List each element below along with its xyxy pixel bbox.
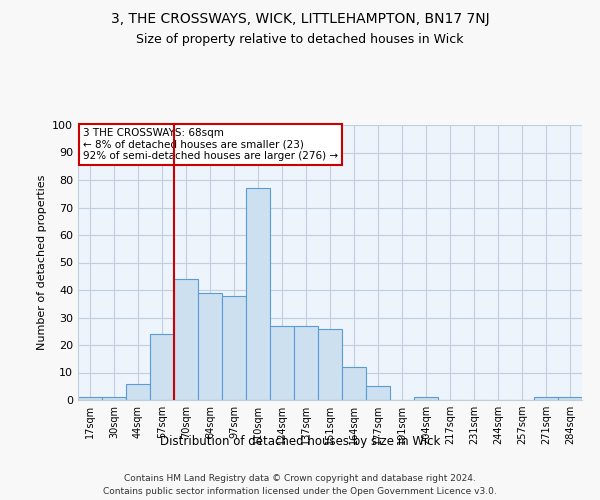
Bar	[414, 397, 438, 400]
Text: 3 THE CROSSWAYS: 68sqm
← 8% of detached houses are smaller (23)
92% of semi-deta: 3 THE CROSSWAYS: 68sqm ← 8% of detached …	[83, 128, 338, 161]
Bar	[342, 367, 366, 400]
Bar	[174, 279, 198, 400]
Bar	[294, 326, 318, 400]
Text: 3, THE CROSSWAYS, WICK, LITTLEHAMPTON, BN17 7NJ: 3, THE CROSSWAYS, WICK, LITTLEHAMPTON, B…	[110, 12, 490, 26]
Bar	[534, 397, 558, 400]
Bar	[246, 188, 270, 400]
Bar	[270, 326, 294, 400]
Bar	[126, 384, 150, 400]
Text: Contains public sector information licensed under the Open Government Licence v3: Contains public sector information licen…	[103, 487, 497, 496]
Text: Contains HM Land Registry data © Crown copyright and database right 2024.: Contains HM Land Registry data © Crown c…	[124, 474, 476, 483]
Bar	[102, 397, 126, 400]
Bar	[78, 397, 102, 400]
Text: Distribution of detached houses by size in Wick: Distribution of detached houses by size …	[160, 435, 440, 448]
Bar	[150, 334, 174, 400]
Y-axis label: Number of detached properties: Number of detached properties	[37, 175, 47, 350]
Bar	[318, 328, 342, 400]
Bar	[366, 386, 390, 400]
Text: Size of property relative to detached houses in Wick: Size of property relative to detached ho…	[136, 32, 464, 46]
Bar	[198, 292, 222, 400]
Bar	[222, 296, 246, 400]
Bar	[558, 397, 582, 400]
